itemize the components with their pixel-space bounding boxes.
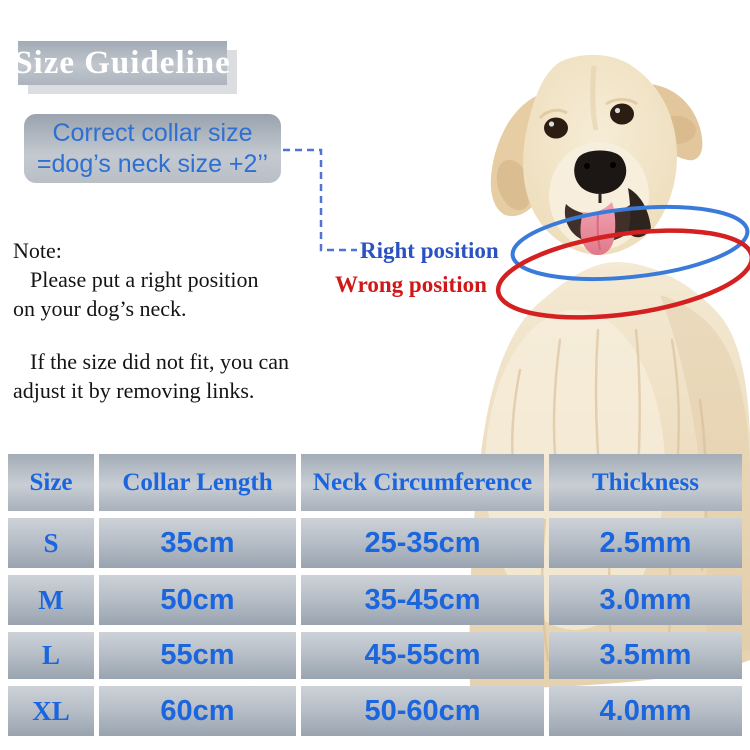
tip-line-1: Correct collar size <box>52 118 253 147</box>
row-m-collar-length: 50cm <box>99 575 296 625</box>
page-title: Size Guideline <box>14 44 231 81</box>
forehead-shading <box>590 65 599 131</box>
row-m-size: M <box>8 575 94 625</box>
size-table: Size Collar Length Neck Circumference Th… <box>8 454 742 736</box>
col-header-collar-length: Collar Length <box>99 454 296 511</box>
col-header-thickness: Thickness <box>549 454 742 511</box>
row-xl-collar-length: 60cm <box>99 686 296 736</box>
note-line-3: If the size did not fit, you can <box>30 349 290 374</box>
note-line-1: Please put a right position <box>30 267 259 292</box>
col-header-neck-circumference: Neck Circumference <box>301 454 544 511</box>
row-xl-size: XL <box>8 686 94 736</box>
note-heading: Note: <box>13 238 62 263</box>
row-s-collar-length: 35cm <box>99 518 296 568</box>
row-l-neck-circumference: 45-55cm <box>301 632 544 679</box>
row-xl-neck-circumference: 50-60cm <box>301 686 544 736</box>
row-s-size: S <box>8 518 94 568</box>
row-m-thickness: 3.0mm <box>549 575 742 625</box>
right-position-ring <box>510 205 750 281</box>
wrong-position-ring <box>495 228 750 320</box>
dog-eyes <box>538 98 638 139</box>
row-l-thickness: 3.5mm <box>549 632 742 679</box>
collar-size-tip-box: Correct collar size =dog’s neck size +2’… <box>24 114 281 183</box>
row-xl-thickness: 4.0mm <box>549 686 742 736</box>
right-position-label: Right position <box>360 238 499 263</box>
row-l-size: L <box>8 632 94 679</box>
row-m-neck-circumference: 35-45cm <box>301 575 544 625</box>
title-banner: Size Guideline <box>14 41 230 85</box>
dashed-connector-line <box>283 148 357 252</box>
dog-nose <box>574 150 627 203</box>
row-s-thickness: 2.5mm <box>549 518 742 568</box>
left-ear-shadow <box>496 159 532 211</box>
tip-line-2: =dog’s neck size +2’’ <box>36 149 269 178</box>
note-block: Note: Please put a right position on you… <box>13 236 343 405</box>
wrong-position-label: Wrong position <box>335 272 487 297</box>
col-header-size: Size <box>8 454 94 511</box>
row-s-neck-circumference: 25-35cm <box>301 518 544 568</box>
note-line-2: on your dog’s neck. <box>13 296 187 321</box>
row-l-collar-length: 55cm <box>99 632 296 679</box>
note-line-4: adjust it by removing links. <box>13 378 255 403</box>
